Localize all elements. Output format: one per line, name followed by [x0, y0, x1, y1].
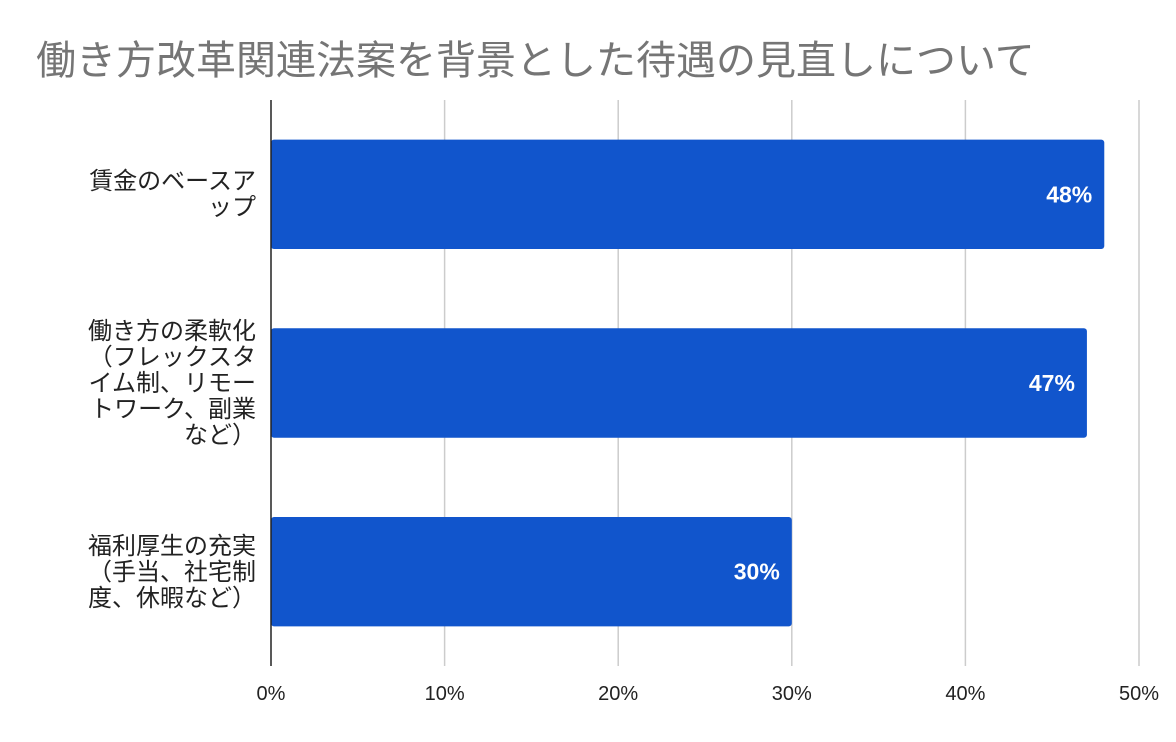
- bar-value-label: 30%: [734, 559, 780, 585]
- category-label-line: 賃金のベースア: [89, 167, 256, 196]
- bar-value-label: 47%: [1029, 370, 1075, 396]
- x-tick-label: 0%: [257, 683, 286, 705]
- x-tick-label: 30%: [772, 683, 812, 705]
- category-label-line: （手当、社宅制: [88, 557, 256, 586]
- bar: [271, 328, 1087, 438]
- bar-value-label: 48%: [1046, 181, 1092, 207]
- bars: [271, 139, 1105, 627]
- category-label: 福利厚生の充実 （手当、社宅制 度、休暇など）: [36, 533, 256, 611]
- category-label-line: ップ: [208, 193, 256, 222]
- category-label-line: 度、休暇など）: [88, 583, 256, 612]
- x-tick-label: 10%: [425, 683, 465, 705]
- category-label-line: など）: [184, 421, 256, 449]
- x-tick-label: 20%: [598, 683, 638, 705]
- category-label-line: 働き方の柔軟化: [88, 317, 256, 345]
- chart-title: 働き方改革関連法案を背景とした待遇の見直しについて: [36, 38, 1035, 84]
- bar: [271, 139, 1105, 250]
- category-label-line: トワーク、副業: [90, 395, 256, 423]
- category-label-line: （フレックスタ: [88, 343, 256, 371]
- x-axis-ticks: 0% 10% 20% 30% 40% 50%: [257, 683, 1160, 705]
- category-label-line: 福利厚生の充実: [88, 531, 256, 560]
- x-tick-label: 50%: [1119, 683, 1159, 705]
- bar: [271, 516, 792, 627]
- x-tick-label: 40%: [945, 683, 985, 705]
- category-label: 働き方の柔軟化 （フレックスタ イム制、リモー トワーク、副業 など）: [36, 318, 256, 448]
- category-label-line: イム制、リモー: [88, 369, 256, 397]
- category-label: 賃金のベースア ップ: [36, 168, 256, 220]
- data-labels: 48% 47% 30%: [734, 181, 1093, 584]
